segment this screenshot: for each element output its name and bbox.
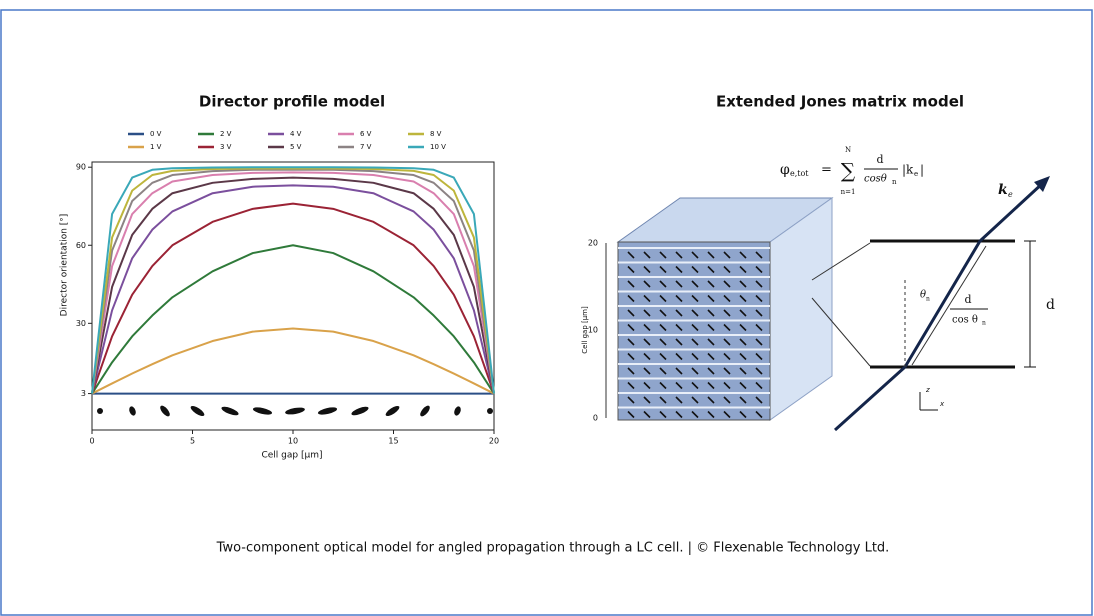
legend-label: 1 V: [150, 143, 162, 151]
director-ellipse: [487, 408, 493, 414]
formula-denominator-sub: n: [892, 178, 897, 186]
formula-lhs: φ: [780, 162, 790, 178]
formula-denominator: cosθ: [864, 174, 887, 185]
k-label: k: [998, 182, 1008, 198]
figure: Director profile model Cell gap [µm] Dir…: [0, 0, 1094, 616]
x-tick-label: 20: [489, 437, 499, 446]
formula-tail-end: |: [920, 163, 924, 177]
legend-label: 8 V: [430, 130, 442, 138]
y-axis-label: Director orientation [°]: [60, 214, 70, 317]
formula-sum: ∑: [841, 159, 856, 183]
x-tick-label: 15: [388, 437, 398, 446]
cell-tick-label: 10: [588, 326, 598, 335]
formula-tail-sub: e: [914, 170, 918, 178]
formula-lhs-sub: e,tot: [790, 169, 809, 178]
cell-axis-label: Cell gap [µm]: [581, 306, 589, 354]
legend-label: 5 V: [290, 143, 302, 151]
formula-lower: n=1: [841, 188, 856, 196]
chart-title: Director profile model: [199, 93, 385, 111]
legend-label: 6 V: [360, 130, 372, 138]
y-tick-label: 90: [76, 163, 86, 172]
formula-equals: =: [821, 163, 832, 178]
legend-label: 7 V: [360, 143, 372, 151]
formula-upper: N: [845, 146, 851, 154]
y-tick-label: 60: [76, 241, 86, 250]
diagram-title: Extended Jones matrix model: [716, 93, 964, 111]
x-tick-label: 0: [89, 437, 94, 446]
formula-tail: |k: [902, 163, 914, 177]
legend-label: 0 V: [150, 130, 162, 138]
theta-sub: n: [926, 296, 930, 303]
x-axis-label: Cell gap [µm]: [261, 451, 322, 461]
x-tick-label: 10: [288, 437, 298, 446]
x-label: x: [939, 400, 945, 408]
director-ellipse: [97, 408, 103, 414]
path-den: cos θ: [952, 315, 978, 326]
k-sub: e: [1008, 190, 1013, 199]
path-den-sub: n: [982, 320, 986, 327]
legend-label: 3 V: [220, 143, 232, 151]
cell-tick-label: 20: [588, 239, 598, 248]
d-label: d: [1046, 297, 1055, 313]
cell-tick-label: 0: [593, 414, 598, 423]
y-tick-label: 3: [81, 389, 86, 398]
legend-label: 10 V: [430, 143, 446, 151]
z-label: z: [925, 386, 930, 394]
x-tick-label: 5: [190, 437, 195, 446]
formula-numerator: d: [876, 153, 883, 166]
path-num: d: [964, 293, 971, 306]
y-tick-label: 30: [76, 319, 86, 328]
legend-label: 2 V: [220, 130, 232, 138]
legend-label: 4 V: [290, 130, 302, 138]
caption: Two-component optical model for angled p…: [216, 541, 890, 556]
